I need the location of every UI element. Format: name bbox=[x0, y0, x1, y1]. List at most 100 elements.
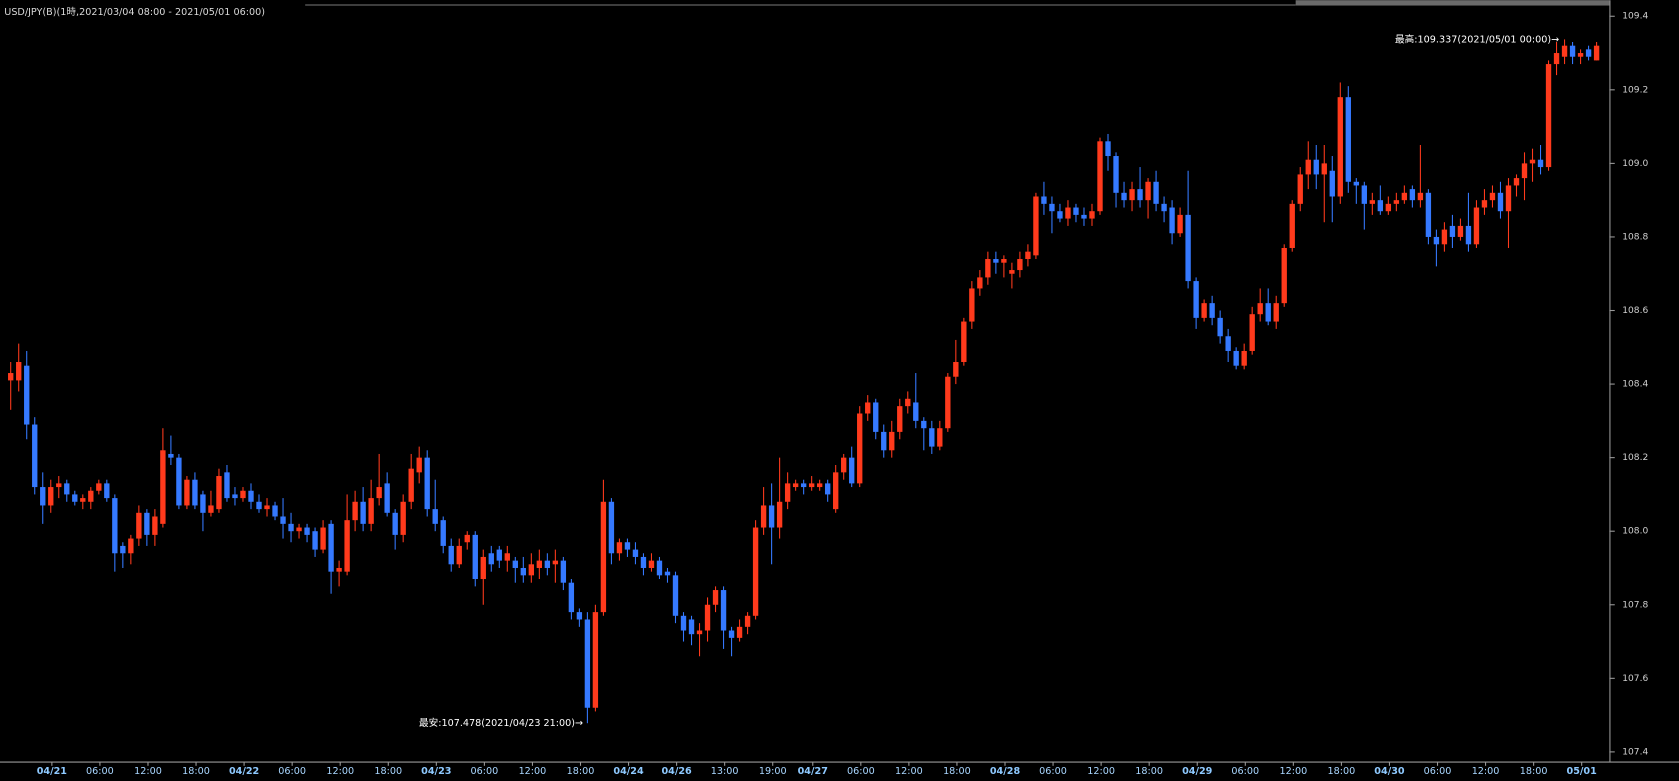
y-tick-label: 107.4 bbox=[1622, 747, 1648, 757]
candle-body bbox=[1305, 159, 1311, 175]
candle-body bbox=[1105, 141, 1111, 157]
candle-body bbox=[1409, 189, 1416, 201]
candle-body bbox=[841, 457, 847, 473]
x-tick-label: 12:00 bbox=[134, 766, 162, 777]
candle-body bbox=[1161, 203, 1167, 212]
candle-body bbox=[1137, 189, 1143, 201]
candle-body bbox=[1209, 303, 1215, 318]
candle-body bbox=[1561, 45, 1568, 57]
x-tick-label: 06:00 bbox=[1231, 766, 1259, 777]
candle-body bbox=[632, 549, 639, 557]
x-tick-label: 04/24 bbox=[613, 766, 644, 777]
candle-body bbox=[448, 545, 454, 565]
candle-body bbox=[136, 512, 142, 539]
candle-body bbox=[1585, 49, 1592, 57]
candle-body bbox=[1553, 53, 1560, 65]
candle-body bbox=[1001, 259, 1007, 263]
candle-body bbox=[176, 457, 182, 506]
candle-body bbox=[88, 490, 94, 502]
y-tick-label: 108.6 bbox=[1622, 306, 1648, 316]
x-tick-label: 18:00 bbox=[1520, 766, 1548, 777]
candle-body bbox=[1513, 178, 1520, 186]
candle-body bbox=[328, 523, 334, 572]
candle-body bbox=[1449, 225, 1456, 237]
candle-body bbox=[1281, 247, 1287, 304]
x-tick-label: 06:00 bbox=[1424, 766, 1452, 777]
candle-body bbox=[1401, 192, 1408, 201]
candle-body bbox=[112, 498, 118, 554]
candle-body bbox=[897, 406, 903, 432]
x-tick-label: 04/29 bbox=[1182, 766, 1213, 777]
candle-body bbox=[808, 483, 815, 488]
candle-body bbox=[1257, 303, 1263, 315]
candle-body bbox=[1369, 200, 1376, 204]
candle-body bbox=[1073, 207, 1079, 215]
candle-body bbox=[1537, 159, 1544, 168]
candle-body bbox=[1313, 159, 1319, 175]
candle-body bbox=[360, 501, 366, 524]
candle-body bbox=[288, 523, 294, 532]
candle-body bbox=[945, 376, 951, 429]
candle-body bbox=[72, 494, 78, 502]
candle-body bbox=[24, 365, 30, 425]
candle-body bbox=[160, 450, 166, 524]
candle-body bbox=[480, 556, 486, 580]
candle-body bbox=[1297, 174, 1303, 204]
candle-body bbox=[664, 571, 671, 576]
candle-body bbox=[144, 512, 150, 535]
candle-body bbox=[96, 483, 102, 491]
x-tick-label: 04/28 bbox=[990, 766, 1021, 777]
candle-body bbox=[1249, 314, 1255, 351]
candle-body bbox=[192, 479, 198, 506]
candle-body bbox=[1121, 192, 1127, 201]
candle-body bbox=[200, 494, 206, 513]
x-tick-label: 12:00 bbox=[1087, 766, 1115, 777]
low-annotation: 最安:107.478(2021/04/23 21:00)→ bbox=[419, 717, 583, 729]
candle-body bbox=[1185, 214, 1191, 282]
candle-body bbox=[496, 549, 502, 561]
candle-body bbox=[224, 472, 230, 499]
x-tick-label: 18:00 bbox=[374, 766, 402, 777]
candle-body bbox=[889, 431, 895, 451]
candle-body bbox=[1065, 207, 1071, 219]
candle-body bbox=[1545, 64, 1552, 168]
candle-body bbox=[232, 494, 238, 499]
candle-body bbox=[512, 560, 518, 568]
candle-body bbox=[1353, 181, 1359, 186]
candle-body bbox=[400, 501, 406, 535]
candle-body bbox=[208, 505, 214, 513]
candle-body bbox=[592, 612, 599, 708]
candle-body bbox=[280, 516, 286, 524]
candle-body bbox=[1145, 181, 1151, 201]
chart-title: USD/JPY(B)(1時,2021/03/04 08:00 - 2021/05… bbox=[4, 7, 265, 18]
candle-body bbox=[913, 402, 919, 421]
x-tick-label: 18:00 bbox=[1135, 766, 1163, 777]
y-tick-label: 107.6 bbox=[1622, 674, 1648, 684]
x-tick-label: 06:00 bbox=[471, 766, 499, 777]
candle-body bbox=[1481, 200, 1488, 208]
candle-body bbox=[1521, 163, 1528, 179]
candle-body bbox=[752, 527, 759, 616]
x-tick-label: 04/23 bbox=[421, 766, 451, 777]
candle-body bbox=[528, 564, 535, 576]
candle-body bbox=[937, 428, 943, 447]
candle-body bbox=[1041, 196, 1047, 204]
candle-body bbox=[40, 487, 46, 506]
candle-body bbox=[184, 479, 190, 506]
candle-body bbox=[408, 468, 414, 502]
candle-body bbox=[969, 288, 975, 322]
candle-body bbox=[873, 402, 879, 432]
candle-body bbox=[648, 560, 655, 568]
candle-body bbox=[760, 505, 767, 528]
candle-body bbox=[1201, 303, 1207, 318]
candle-body bbox=[833, 472, 839, 510]
candle-body bbox=[800, 483, 807, 488]
x-tick-label: 04/22 bbox=[229, 766, 259, 777]
y-tick-label: 109.2 bbox=[1622, 85, 1648, 95]
candle-body bbox=[1081, 214, 1087, 219]
candle-body bbox=[552, 560, 559, 565]
x-tick-label: 04/27 bbox=[798, 766, 828, 777]
candle-body bbox=[776, 501, 783, 528]
x-tick-label: 06:00 bbox=[278, 766, 306, 777]
candle-body bbox=[584, 619, 591, 708]
